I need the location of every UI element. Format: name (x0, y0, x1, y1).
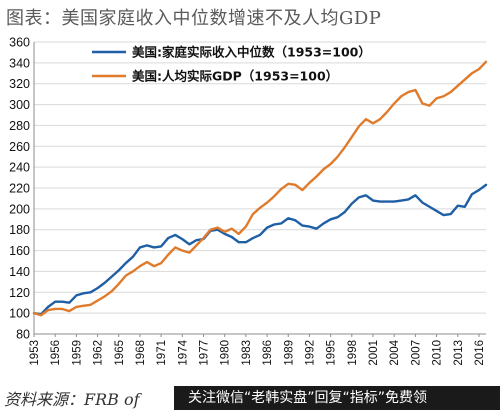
chart-title: 图表：美国家庭收入中位数增速不及人均GDP (6, 8, 382, 29)
x-tick-label: 1962 (93, 340, 105, 366)
x-tick-label: 2007 (410, 340, 422, 366)
y-tick-label: 340 (9, 56, 30, 70)
x-tick-label: 1953 (29, 340, 41, 366)
tick-labels: 80 100 120 140 160 180 200 220 240 260 280 300 320 34… (9, 36, 486, 366)
x-tick-label: 1995 (326, 340, 338, 366)
y-tick-label: 260 (9, 140, 30, 154)
source-note: 资料来源：FRB of (4, 390, 140, 409)
x-tick-label: 2010 (432, 340, 444, 366)
x-tick-label: 1959 (71, 340, 83, 366)
x-tick-label: 2013 (453, 340, 465, 366)
x-tick-label: 1992 (304, 340, 316, 366)
line-chart: 80 100 120 140 160 180 200 220 240 260 280 300 320 34… (9, 36, 488, 366)
x-tick-label: 1986 (262, 340, 274, 366)
legend-label-2: 美国:人均实际GDP（1953=100） (132, 69, 338, 84)
y-tick-label: 220 (9, 182, 30, 196)
y-tick-label: 180 (9, 223, 30, 237)
y-tick-label: 280 (9, 119, 30, 133)
legend: 美国:家庭实际收入中位数（1953=100） 美国:人均实际GDP（1953=10… (92, 45, 371, 84)
y-tick-label: 100 (9, 307, 30, 321)
y-tick-label: 200 (9, 202, 30, 216)
axes (33, 42, 486, 337)
promo-banner: 关注微信“老韩实盘”回复“指标”免费领 (174, 386, 500, 410)
grid-lines (34, 41, 486, 335)
x-tick-label: 2016 (474, 340, 486, 366)
x-tick-label: 2004 (389, 339, 401, 365)
x-tick-label: 2001 (368, 340, 380, 366)
x-tick-label: 1971 (156, 340, 168, 366)
y-tick-label: 240 (9, 161, 30, 175)
x-tick-label: 1980 (220, 340, 232, 366)
x-tick-label: 1968 (135, 340, 147, 366)
y-tick-label: 360 (9, 36, 30, 50)
series-line-2 (32, 60, 488, 317)
x-tick-label: 1956 (50, 340, 62, 366)
x-tick-label: 1977 (199, 340, 211, 366)
x-tick-label: 1983 (241, 340, 253, 366)
y-tick-label: 160 (9, 244, 30, 258)
x-tick-label: 1989 (283, 340, 295, 366)
y-tick-label: 300 (9, 98, 30, 112)
x-tick-label: 1998 (347, 340, 359, 366)
legend-label-1: 美国:家庭实际收入中位数（1953=100） (132, 45, 371, 60)
y-tick-label: 120 (9, 286, 30, 300)
y-tick-label: 320 (9, 77, 30, 91)
y-tick-label: 140 (9, 265, 30, 279)
footer-bar: 资料来源：FRB of 关注微信“老韩实盘”回复“指标”免费领 (0, 380, 500, 414)
series-line-1 (32, 183, 488, 316)
x-tick-label: 1974 (177, 339, 189, 365)
x-tick-label: 1965 (114, 340, 126, 366)
series-lines (32, 60, 488, 317)
y-tick-label: 80 (16, 328, 30, 342)
